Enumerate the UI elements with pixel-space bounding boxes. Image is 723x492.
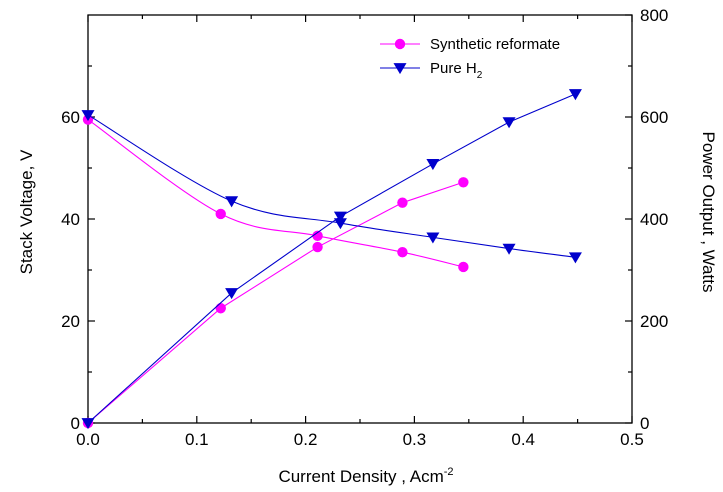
voltage-curve	[87, 114, 576, 258]
y-right-tick-label: 400	[640, 210, 668, 229]
power-point	[458, 177, 469, 188]
x-tick-label: 0.4	[511, 430, 535, 449]
voltage-point	[426, 232, 440, 244]
legend-entry: Pure H2	[380, 60, 483, 81]
y-axis-right-title: Power Output , Watts	[699, 132, 718, 293]
power-point	[81, 418, 95, 430]
y-right-tick-label: 800	[640, 6, 668, 25]
legend: Synthetic reformate Pure H2	[380, 36, 560, 81]
x-axis-title: Current Density , Acm-2	[278, 466, 453, 486]
plot-frame	[87, 14, 633, 424]
x-tick-label: 0.1	[185, 430, 209, 449]
y-right-tick-label: 600	[640, 108, 668, 127]
voltage-point	[397, 246, 408, 258]
power-point	[397, 197, 408, 208]
voltage-point	[502, 243, 516, 255]
voltage-point	[215, 208, 226, 220]
legend-marker	[393, 63, 407, 75]
power-point	[225, 288, 239, 300]
voltage-curve	[87, 119, 464, 268]
power-point	[502, 117, 516, 129]
voltage-point	[312, 230, 323, 242]
x-tick-label: 0.0	[76, 430, 100, 449]
y-left-tick-label: 20	[61, 312, 80, 331]
voltage-point	[458, 261, 469, 273]
power-point	[426, 159, 440, 171]
legend-label: Synthetic reformate	[430, 36, 560, 53]
power-point	[568, 89, 582, 101]
y-right-tick-label: 200	[640, 312, 668, 331]
x-tick-label: 0.3	[403, 430, 427, 449]
legend-label: Pure H2	[430, 60, 483, 81]
series-synthetic-reformate	[82, 114, 469, 429]
voltage-point	[225, 196, 239, 208]
y-right-tick-label: 0	[640, 414, 649, 433]
legend-marker	[394, 38, 406, 50]
power-point	[312, 241, 323, 253]
y-left-tick-label: 0	[71, 414, 80, 433]
power-curve	[87, 181, 464, 424]
power-curve	[87, 93, 576, 424]
y-left-tick-label: 60	[61, 108, 80, 127]
series-pure-h2	[81, 89, 582, 430]
voltage-point	[81, 110, 95, 122]
legend-entry: Synthetic reformate	[380, 36, 560, 53]
voltage-point	[568, 252, 582, 264]
x-tick-label: 0.2	[294, 430, 318, 449]
power-point	[333, 211, 347, 223]
y-left-tick-label: 40	[61, 210, 80, 229]
y-axis-left-title: Stack Voltage, V	[17, 149, 36, 274]
voltage-point	[333, 218, 347, 230]
series-layer	[81, 89, 582, 430]
power-point	[215, 303, 226, 314]
x-tick-label: 0.5	[620, 430, 644, 449]
